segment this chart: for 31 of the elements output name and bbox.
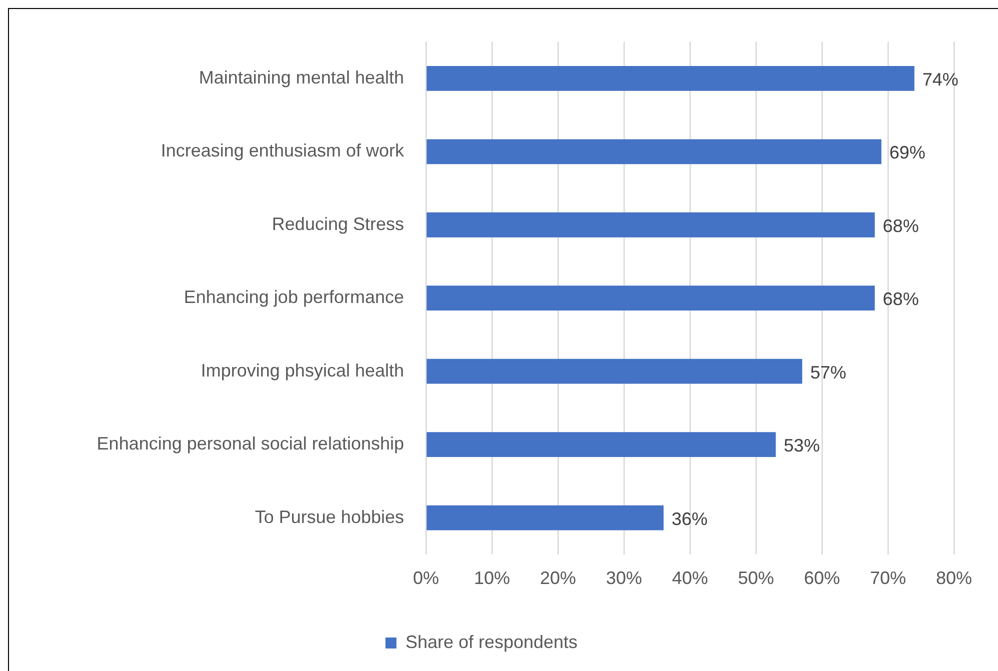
x-tick-label: 40% bbox=[672, 568, 708, 588]
data-label: 36% bbox=[672, 508, 708, 529]
y-tick-label: Reducing Stress bbox=[272, 214, 404, 234]
x-tick-label: 20% bbox=[540, 568, 576, 588]
data-label: 68% bbox=[882, 289, 919, 310]
bar bbox=[426, 358, 802, 384]
x-tick-label: 30% bbox=[606, 568, 642, 588]
bar bbox=[426, 432, 776, 458]
x-tick-label: 10% bbox=[474, 568, 510, 588]
legend-label: Share of respondents bbox=[405, 632, 578, 652]
y-tick-label: Enhancing job performance bbox=[184, 287, 404, 308]
y-tick-label: Increasing enthusiasm of work bbox=[160, 140, 405, 161]
x-tick-label: 60% bbox=[804, 568, 840, 588]
bar bbox=[426, 212, 875, 238]
bar bbox=[426, 66, 914, 91]
y-tick-label: Improving phsyical health bbox=[200, 360, 404, 380]
data-label: 53% bbox=[784, 436, 820, 456]
data-label: 68% bbox=[882, 216, 919, 236]
x-tick-label: 50% bbox=[738, 568, 774, 588]
x-tick-label: 70% bbox=[870, 568, 906, 588]
bar bbox=[426, 139, 882, 164]
y-tick-label: Enhancing personal social relationship bbox=[96, 434, 404, 454]
y-tick-label: To Pursue hobbies bbox=[254, 506, 404, 527]
data-label: 57% bbox=[810, 362, 846, 382]
x-tick-label: 80% bbox=[936, 568, 972, 588]
x-tick-label: 0% bbox=[412, 568, 440, 588]
bar bbox=[426, 505, 664, 530]
data-label: 69% bbox=[889, 142, 926, 163]
y-tick-label: Maintaining mental health bbox=[198, 67, 404, 88]
bar bbox=[426, 286, 875, 311]
data-label: 74% bbox=[922, 69, 958, 90]
